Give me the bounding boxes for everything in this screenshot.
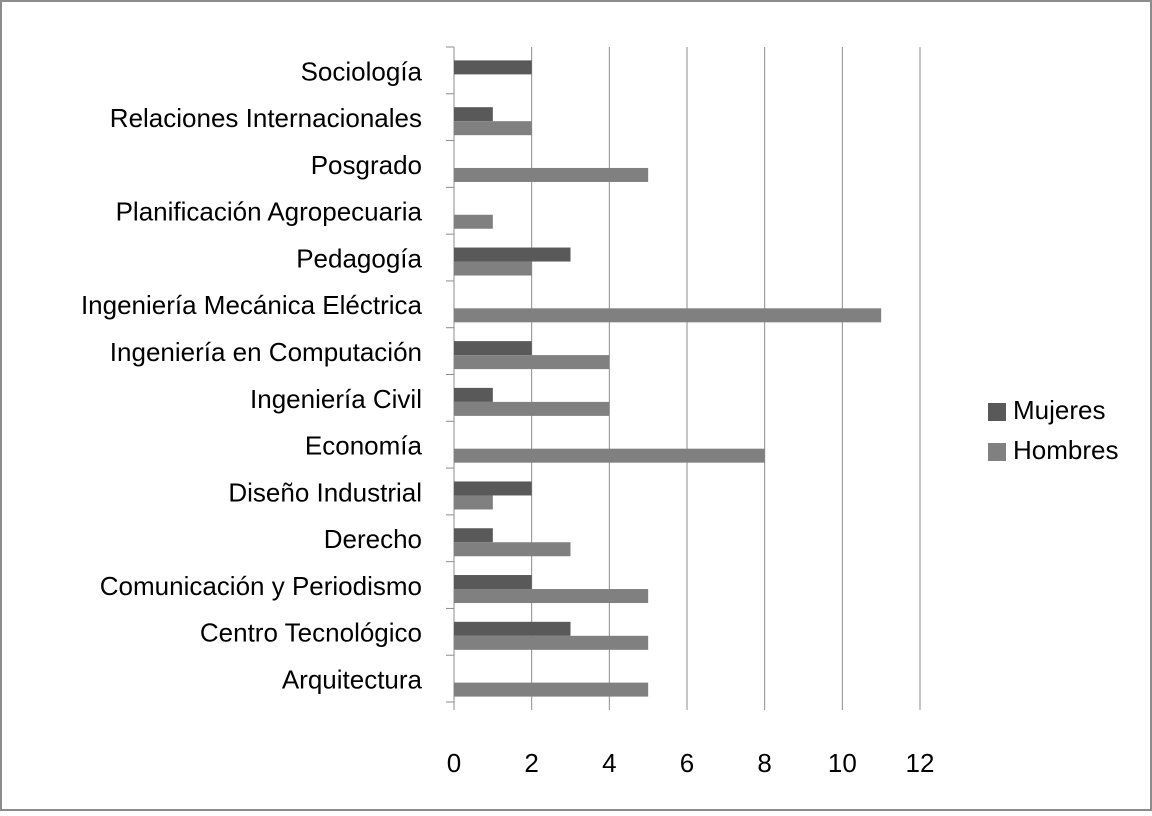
bar: [454, 261, 532, 276]
legend-swatch: [988, 443, 1006, 461]
x-tick-label: 12: [906, 748, 935, 778]
bar: [454, 308, 882, 323]
y-tick-label: Diseño Industrial: [228, 477, 422, 507]
bar: [454, 481, 532, 496]
bar: [454, 542, 571, 557]
bar: [454, 621, 571, 636]
bar: [454, 341, 532, 356]
bar: [454, 575, 532, 590]
bar: [454, 528, 493, 543]
bar: [454, 448, 765, 463]
bar: [454, 60, 532, 75]
bar: [454, 107, 493, 122]
y-tick-label: Planificación Agropecuaria: [116, 197, 423, 227]
x-tick-label: 2: [524, 748, 538, 778]
legend-label: Mujeres: [1013, 395, 1105, 425]
bar: [454, 495, 493, 510]
x-tick-label: 0: [447, 748, 461, 778]
bar: [454, 167, 649, 182]
bar: [454, 589, 649, 604]
y-tick-label: Ingeniería Civil: [250, 384, 422, 414]
y-tick-label: Posgrado: [311, 150, 422, 180]
y-tick-label: Comunicación y Periodismo: [100, 571, 422, 601]
x-tick-label: 4: [602, 748, 616, 778]
y-tick-label: Ingeniería en Computación: [110, 337, 422, 367]
y-tick-label: Ingeniería Mecánica Eléctrica: [81, 290, 423, 320]
bar: [454, 635, 649, 650]
x-tick-label: 8: [757, 748, 771, 778]
y-tick-label: Derecho: [324, 524, 422, 554]
bar: [454, 214, 493, 229]
legend-swatch: [988, 403, 1006, 421]
x-tick-label: 10: [828, 748, 857, 778]
y-tick-label: Centro Tecnológico: [200, 618, 422, 648]
x-tick-label: 6: [680, 748, 694, 778]
y-tick-label: Pedagogía: [296, 243, 422, 273]
bar: [454, 121, 532, 136]
y-tick-label: Economía: [305, 431, 423, 461]
bar: [454, 401, 610, 416]
bar: [454, 387, 493, 402]
y-tick-label: Sociología: [301, 56, 423, 86]
bar: [454, 682, 649, 697]
bar: [454, 355, 610, 370]
bar: [454, 247, 571, 262]
y-tick-label: Relaciones Internacionales: [110, 103, 422, 133]
legend-label: Hombres: [1013, 435, 1118, 465]
y-tick-label: Arquitectura: [282, 664, 423, 694]
